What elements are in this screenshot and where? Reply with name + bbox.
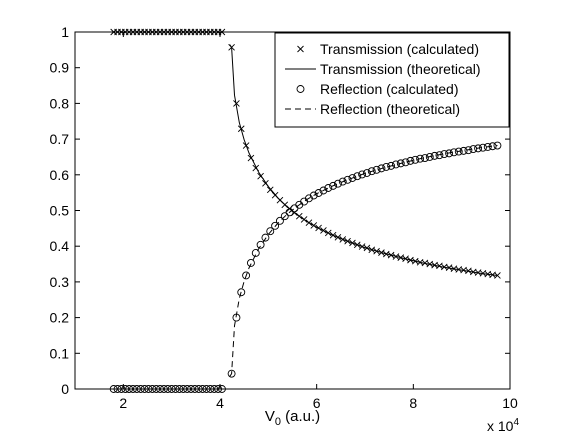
- reflection-point: [319, 186, 328, 195]
- legend-entry-label: Transmission (theoretical): [320, 61, 481, 77]
- reflection-point: [314, 189, 323, 197]
- y-tick-label: 0.9: [50, 60, 70, 76]
- reflection-point: [396, 159, 405, 168]
- reflection-point: [401, 158, 410, 167]
- reflection-point: [367, 167, 376, 176]
- y-tick-label: 0.8: [50, 95, 70, 111]
- reflection-point: [309, 191, 318, 200]
- y-tick-label: 1: [61, 24, 69, 40]
- x-tick-label: 2: [119, 395, 127, 411]
- y-tick-label: 0.3: [50, 274, 70, 290]
- reflection-point: [333, 179, 342, 188]
- reflection-point: [348, 174, 357, 182]
- reflection-point: [275, 216, 284, 225]
- reflection-point: [304, 194, 313, 203]
- reflection-point: [353, 172, 362, 181]
- reflection-point: [237, 288, 246, 297]
- x-tick-label: 8: [409, 395, 417, 411]
- reflection-point: [227, 369, 236, 378]
- reflection-point: [329, 181, 338, 190]
- reflection-point: [411, 155, 420, 164]
- legend-entry-label: Reflection (calculated): [320, 81, 459, 97]
- reflection-point: [474, 144, 483, 153]
- reflection-point: [445, 149, 454, 158]
- y-tick-label: 0.1: [50, 345, 70, 361]
- reflection-point: [382, 162, 391, 171]
- y-tick-label: 0.5: [50, 203, 70, 219]
- reflection-theoretical-line: [229, 145, 498, 377]
- x-tick-label: 4: [216, 395, 224, 411]
- reflection-point: [377, 164, 386, 173]
- reflection-point: [391, 160, 400, 169]
- reflection-point: [251, 249, 260, 257]
- axis-ticks: 2 4 6 8 10 0 0.1 0.2 0.3 0.4 0.5 0.6 0.7 0.8 0.9 1: [50, 24, 518, 411]
- reflection-point: [454, 147, 463, 156]
- reflection-point: [343, 175, 352, 184]
- reflection-point: [358, 170, 367, 179]
- x-axis-label: V0 (a.u.): [265, 408, 320, 428]
- reflection-point: [280, 212, 289, 221]
- reflection-point: [483, 143, 492, 151]
- reflection-point: [338, 177, 347, 186]
- series-4: [229, 145, 498, 377]
- reflection-point: [435, 151, 444, 160]
- reflection-point: [406, 156, 415, 165]
- reflection-point: [285, 208, 294, 217]
- reflection-point: [271, 221, 280, 230]
- reflection-point: [324, 184, 333, 192]
- reflection-point: [425, 152, 434, 161]
- x-tick-label: 6: [313, 395, 321, 411]
- reflection-point: [416, 154, 425, 163]
- x-exponent-label: x 104: [487, 417, 519, 434]
- y-tick-label: 0.7: [50, 131, 70, 147]
- legend-entry-label: Reflection (theoretical): [320, 101, 460, 117]
- reflection-point: [300, 197, 309, 206]
- reflection-point: [256, 240, 265, 249]
- legend-box: [274, 32, 510, 128]
- transmission-point: [494, 272, 501, 279]
- reflection-point: [493, 141, 502, 150]
- y-tick-label: 0.6: [50, 167, 70, 183]
- reflection-point: [372, 165, 381, 174]
- legend-entry-label: Transmission (calculated): [320, 41, 479, 57]
- y-tick-label: 0: [61, 381, 69, 397]
- reflection-point: [246, 259, 255, 267]
- series-2: [229, 44, 498, 276]
- reflection-point: [387, 161, 396, 170]
- reflection-point: [266, 227, 275, 236]
- legend: Transmission (calculated) Transmission (t…: [274, 32, 510, 128]
- reflection-point: [242, 271, 251, 280]
- reflection-point: [464, 146, 473, 155]
- transmission-theoretical-line: [229, 44, 498, 276]
- legend-marker-o: [296, 85, 305, 93]
- legend-marker-x: [297, 45, 304, 53]
- reflection-point: [261, 233, 270, 242]
- y-tick-label: 0.2: [50, 310, 70, 326]
- reflection-point: [362, 169, 371, 177]
- x-tick-label: 10: [502, 395, 518, 411]
- y-tick-label: 0.4: [50, 238, 70, 254]
